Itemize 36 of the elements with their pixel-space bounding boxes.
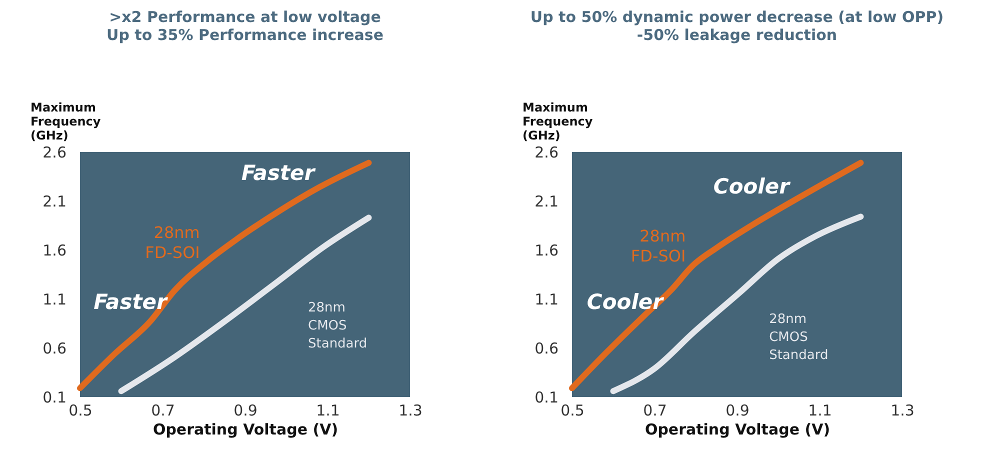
y-tick-label: 1.6 [42, 242, 66, 260]
x-tick-label: 1.3 [890, 402, 914, 420]
text: 28nm CMOS Standard [308, 300, 368, 352]
y-tick-label: 0.6 [534, 340, 558, 358]
x-axis-title: Operating Voltage (V) [644, 420, 830, 438]
chart-subtitle: -50% leakage reduction [636, 26, 838, 44]
y-tick-label: 1.6 [534, 242, 558, 260]
x-axis-title: Operating Voltage (V) [152, 420, 338, 438]
x-tick-label: 0.7 [151, 402, 175, 420]
annotation: Cooler [713, 174, 792, 198]
text: 28nm CMOS Standard [769, 312, 828, 364]
chart-subtitle: Up to 35% Performance increase [106, 26, 384, 44]
y-tick-label: 2.6 [42, 144, 66, 162]
y-tick-label: 2.6 [534, 144, 558, 162]
x-tick-label: 1.1 [316, 402, 340, 420]
x-tick-label: 0.5 [68, 402, 92, 420]
annotation: Faster [241, 160, 316, 185]
x-tick-label: 1.1 [808, 402, 832, 420]
y-axis-title: Maximum Frequency (GHz) [522, 100, 593, 142]
y-tick-label: 1.1 [42, 290, 66, 308]
series-label: 28nm FD-SOI [630, 226, 686, 266]
x-tick-label: 0.9 [726, 402, 750, 420]
series-label: 28nm FD-SOI [145, 222, 200, 262]
chart-title: Up to 50% dynamic power decrease (at low OPP) [530, 8, 944, 26]
y-tick-label: 2.1 [42, 192, 66, 210]
y-axis-title: Maximum Frequency (GHz) [30, 100, 101, 142]
x-tick-label: 0.7 [643, 402, 667, 420]
chart-title: >x2 Performance at low voltage [109, 8, 381, 26]
x-tick-label: 0.9 [234, 402, 258, 420]
x-tick-label: 1.3 [398, 402, 422, 420]
x-tick-label: 0.5 [560, 402, 584, 420]
y-tick-label: 0.6 [42, 340, 66, 358]
y-tick-label: 2.1 [534, 192, 558, 210]
y-tick-label: 0.1 [42, 388, 66, 406]
y-tick-label: 1.1 [534, 290, 558, 308]
y-tick-label: 0.1 [534, 388, 558, 406]
